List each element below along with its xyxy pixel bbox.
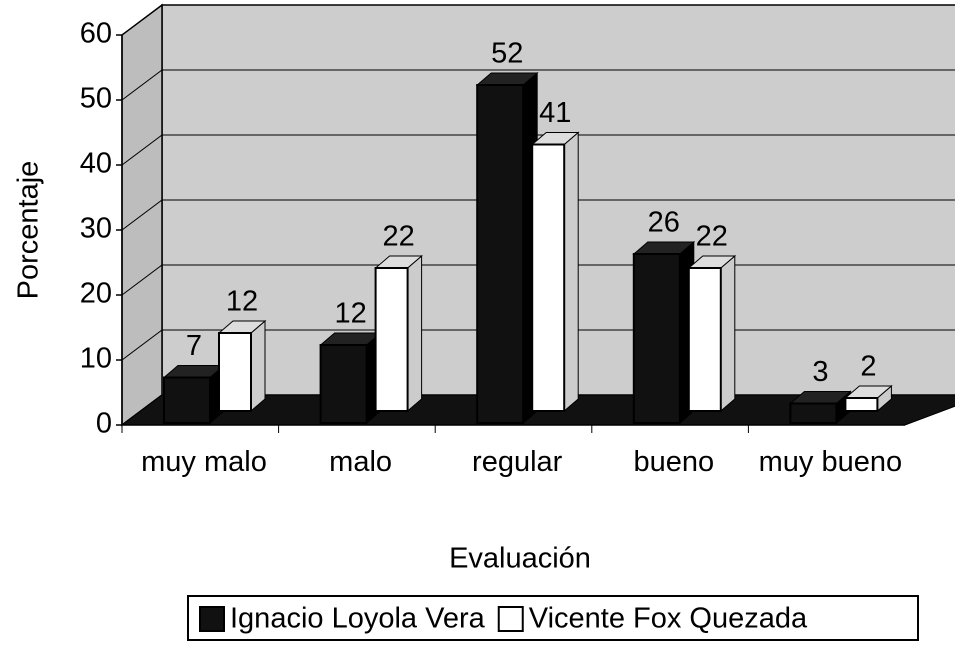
- y-tick-label: 50: [80, 83, 112, 115]
- bar-front: [476, 84, 525, 424]
- bar-side: [720, 254, 736, 413]
- bar-front: [319, 344, 368, 424]
- legend-label: Vicente Fox Quezada: [529, 603, 808, 635]
- value-label: 22: [696, 221, 728, 253]
- bar: [789, 390, 852, 425]
- grid-line: [121, 199, 955, 231]
- bar: [217, 319, 267, 413]
- bar: [475, 71, 539, 425]
- x-tick-label: bueno: [633, 446, 715, 478]
- bar: [319, 331, 382, 425]
- x-axis-label: Evaluación: [449, 543, 591, 575]
- y-tick-label: 10: [80, 343, 112, 375]
- bar-front: [374, 267, 409, 412]
- bar: [162, 364, 226, 425]
- bar-side: [563, 131, 579, 413]
- y-tick-label: 60: [80, 18, 112, 50]
- y-tick-label: 0: [96, 408, 112, 440]
- x-tick-label: muy bueno: [758, 446, 903, 478]
- bar-front: [163, 376, 211, 424]
- y-tick-label: 30: [80, 213, 112, 245]
- bar-front: [844, 397, 879, 412]
- value-label: 12: [226, 286, 258, 318]
- bar: [632, 240, 696, 425]
- legend-box: [187, 595, 919, 641]
- y-tick-label: 20: [80, 278, 112, 310]
- grid-line: [121, 134, 955, 166]
- grid-line: [121, 4, 955, 36]
- bar: [374, 254, 423, 413]
- value-label: 2: [860, 351, 876, 383]
- bar: [844, 384, 893, 413]
- bar: [687, 254, 737, 413]
- y-axis-label: Porcentaje: [13, 161, 45, 300]
- y-tick-label: 40: [80, 148, 112, 180]
- value-label: 52: [491, 38, 523, 70]
- value-label: 26: [648, 207, 680, 239]
- grid-line: [121, 69, 955, 101]
- value-label: 22: [382, 221, 414, 253]
- bar-front: [687, 267, 722, 412]
- value-label: 41: [539, 97, 571, 129]
- bar-side: [250, 319, 266, 413]
- value-label: 7: [186, 330, 202, 362]
- legend-swatch: [199, 606, 225, 632]
- bar-front: [789, 402, 838, 424]
- x-tick-label: muy malo: [141, 446, 267, 478]
- legend-swatch: [497, 606, 524, 632]
- bar-front: [531, 143, 566, 412]
- x-tick-label: malo: [329, 446, 393, 478]
- value-label: 3: [812, 356, 828, 388]
- bar: [530, 131, 580, 413]
- value-label: 12: [334, 298, 366, 330]
- x-tick-label: regular: [472, 446, 563, 478]
- bar-front: [218, 332, 252, 412]
- bar-front: [632, 253, 681, 424]
- bar-side: [407, 254, 423, 413]
- legend-label: Ignacio Loyola Vera: [230, 603, 486, 635]
